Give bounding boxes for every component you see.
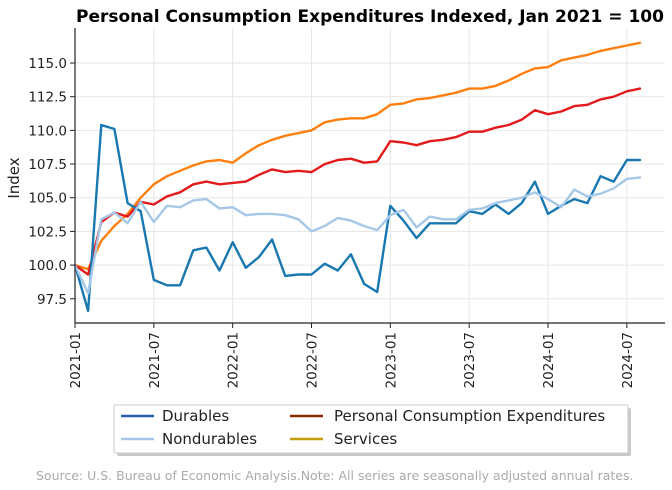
y-tick-label: 107.5 (28, 157, 67, 173)
y-tick-label: 97.5 (37, 292, 67, 308)
source-note: Source: U.S. Bureau of Economic Analysis… (36, 468, 633, 483)
y-tick-label: 110.0 (28, 123, 67, 139)
series-line-personal-consumption-expenditures (73, 87, 642, 276)
legend-label-pce: Personal Consumption Expenditures (334, 407, 605, 425)
legend-label-durables: Durables (162, 407, 229, 425)
x-tick-label: 2024-01 (541, 332, 557, 388)
x-axis-ticks: 2021-01 2021-07 2022-01 2022-07 2023-01 2023-… (68, 323, 636, 388)
y-tick-label: 100.0 (28, 258, 67, 274)
series-line-durables (73, 123, 642, 313)
y-axis-label: Index (5, 157, 23, 198)
series-lines (73, 41, 642, 313)
chart-title: Personal Consumption Expenditures Indexe… (76, 7, 664, 27)
x-tick-label: 2022-01 (226, 332, 242, 388)
x-tick-label: 2023-01 (383, 332, 399, 388)
legend-label-services: Services (334, 430, 397, 448)
x-tick-label: 2021-01 (68, 332, 84, 388)
x-tick-label: 2022-07 (305, 332, 321, 388)
y-tick-label: 115.0 (28, 56, 67, 72)
y-tick-label: 105.0 (28, 191, 67, 207)
series-line-nondurables (73, 176, 642, 295)
y-tick-label: 112.5 (28, 90, 67, 106)
legend-box (113, 404, 629, 454)
grid-lines (74, 28, 665, 323)
x-tick-label: 2024-07 (620, 332, 636, 388)
legend-label-nondurables: Nondurables (162, 430, 257, 448)
y-axis-ticks: 97.5 100.0 102.5 105.0 107.5 110.0 112.5 115.0 (28, 56, 75, 308)
series-line-services (73, 41, 642, 271)
x-tick-label: 2023-07 (462, 332, 478, 388)
legend: Durables Nondurables Personal Consumptio… (113, 404, 631, 456)
x-tick-label: 2021-07 (147, 332, 163, 388)
y-tick-label: 102.5 (28, 224, 67, 240)
